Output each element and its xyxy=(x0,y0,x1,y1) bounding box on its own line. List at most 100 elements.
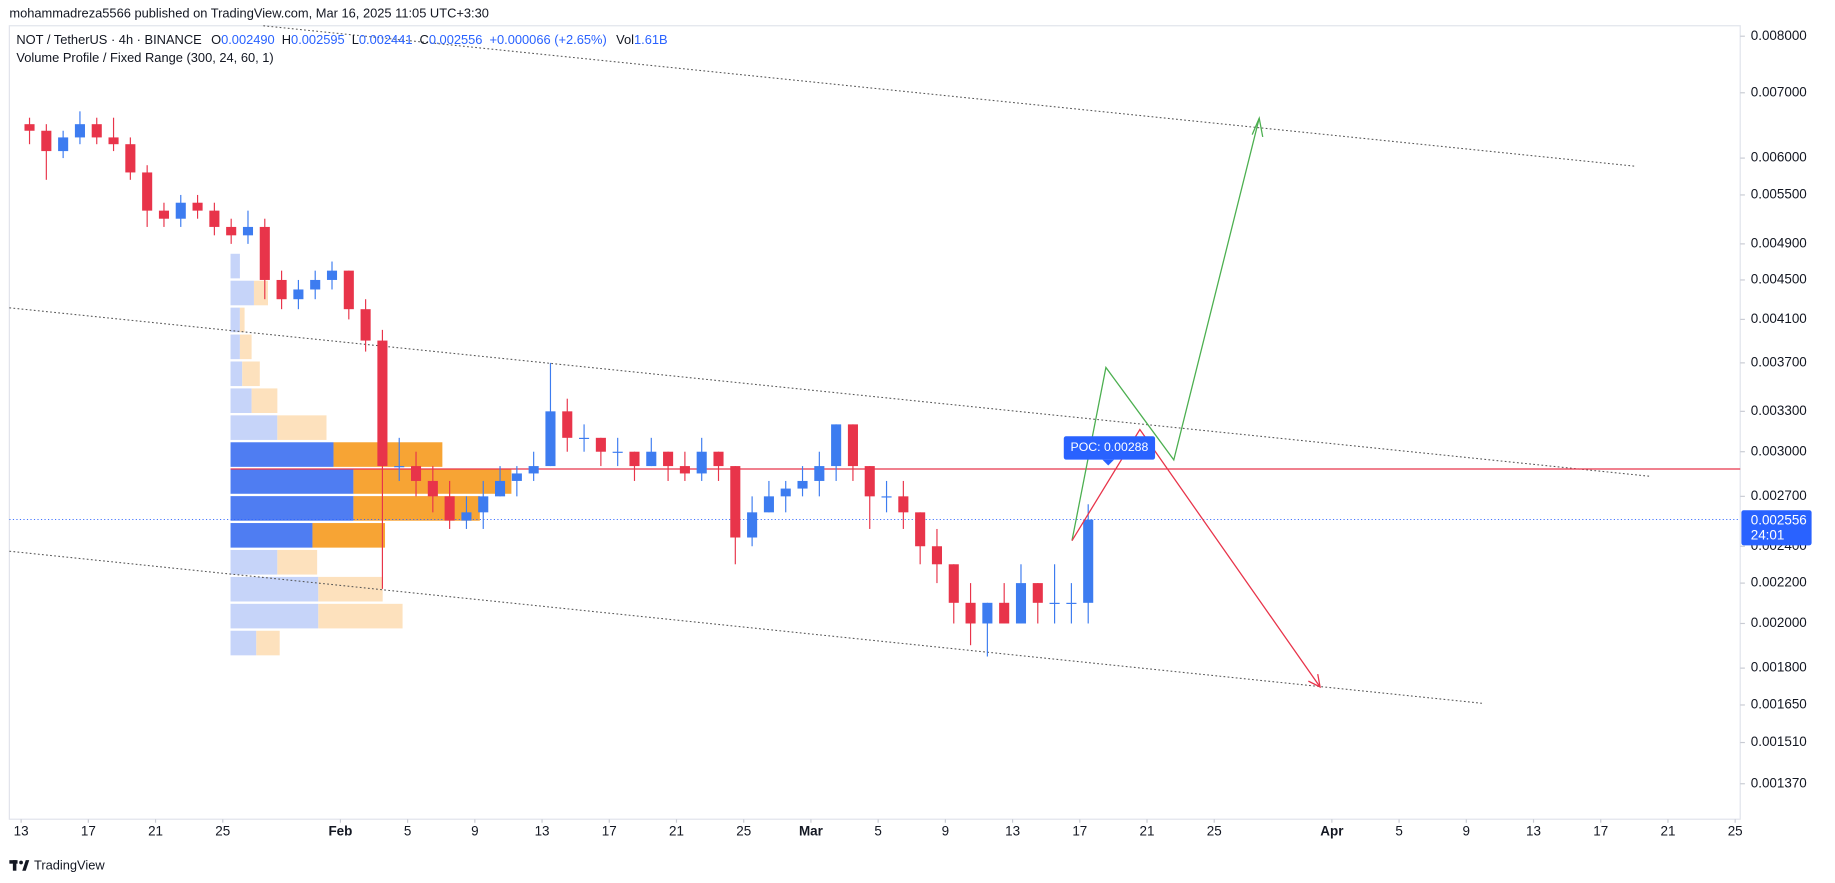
candle-body xyxy=(898,496,909,513)
ohlc-value: 0.002441 xyxy=(359,32,413,47)
publisher-line: mohammadreza5566 published on TradingVie… xyxy=(9,5,489,20)
profile-down xyxy=(318,576,383,602)
y-tick-label: 0.008000 xyxy=(1751,28,1807,43)
profile-down xyxy=(239,334,252,360)
x-tick-label: 17 xyxy=(81,824,96,839)
y-tick-label: 0.004100 xyxy=(1751,311,1807,326)
candle-body xyxy=(495,480,506,497)
profile-up xyxy=(230,388,252,414)
profile-up xyxy=(230,576,319,602)
candle-body xyxy=(58,137,69,152)
ohlc-value: 0.002595 xyxy=(291,32,345,47)
candle-body xyxy=(293,289,304,300)
candle-body xyxy=(427,480,438,497)
profile-up xyxy=(230,469,354,494)
candle-body xyxy=(410,466,422,481)
price-lines xyxy=(9,468,1741,521)
candle-body xyxy=(629,451,640,467)
arrow-head xyxy=(1251,116,1264,138)
candle-body xyxy=(310,279,321,290)
profile-down xyxy=(253,280,268,306)
y-tick-label: 0.007000 xyxy=(1751,84,1807,99)
x-tick-label: 17 xyxy=(1593,824,1608,839)
x-tick-label: 17 xyxy=(1072,824,1087,839)
candle-body xyxy=(259,226,270,280)
x-tick-label: 9 xyxy=(471,824,478,839)
x-tick-label: Apr xyxy=(1320,824,1344,839)
candle-body xyxy=(797,480,808,489)
candle-body xyxy=(915,512,926,547)
x-tick-label: 21 xyxy=(148,824,163,839)
x-tick-label: 9 xyxy=(1463,824,1470,839)
profile-up xyxy=(230,334,240,360)
x-tick-label: 13 xyxy=(1005,824,1020,839)
candle-body xyxy=(1083,519,1094,603)
footer-brand: TradingView xyxy=(34,857,105,872)
candle-body xyxy=(831,424,842,467)
arrow-head xyxy=(1308,673,1321,689)
profile-down xyxy=(277,549,318,575)
x-tick-label: 17 xyxy=(602,824,617,839)
candle-body xyxy=(847,424,858,467)
candles xyxy=(24,111,1094,657)
candle-body xyxy=(595,437,606,452)
x-tick-label: 21 xyxy=(669,824,684,839)
y-tick-label: 0.001510 xyxy=(1751,734,1807,749)
candle-body xyxy=(579,437,590,439)
candle-body xyxy=(881,496,892,498)
profile-up xyxy=(230,307,240,333)
candle-body xyxy=(1032,583,1043,603)
x-tick-label: 5 xyxy=(1395,824,1402,839)
candle-body xyxy=(713,451,724,467)
candle-body xyxy=(444,496,455,521)
footer-logo xyxy=(9,860,30,871)
x-tick-label: 25 xyxy=(215,824,230,839)
ohlc-key: L xyxy=(352,32,359,47)
candle-body xyxy=(91,124,102,138)
legend-line: NOT / TetherUS · 4h · BINANCE O0.002490 H0… xyxy=(16,32,667,47)
ohlc-value: 0.002490 xyxy=(221,32,275,47)
poc-badge xyxy=(1063,436,1156,460)
x-tick-label: Mar xyxy=(799,824,824,839)
x-tick-label: 5 xyxy=(874,824,881,839)
candle-body xyxy=(965,602,976,624)
poc-label: POC: 0.00288 xyxy=(1071,440,1149,454)
profile-up xyxy=(230,603,319,629)
candle-body xyxy=(1066,602,1077,604)
x-tick-label: 21 xyxy=(1140,824,1155,839)
indicator-label: Volume Profile / Fixed Range (300, 24, 6… xyxy=(16,50,273,65)
candle-body xyxy=(108,137,119,145)
candle-body xyxy=(511,473,522,481)
candle-body xyxy=(747,512,758,538)
candle-body xyxy=(175,202,186,219)
x-tick-label: 9 xyxy=(942,824,949,839)
candle-body xyxy=(209,210,220,227)
profile-up xyxy=(230,496,354,521)
candle-body xyxy=(814,466,825,481)
profile-down xyxy=(239,307,245,333)
candle-body xyxy=(679,466,690,474)
vol-key: Vol xyxy=(616,32,634,47)
profile-layer xyxy=(230,253,512,656)
candle-body xyxy=(74,124,85,138)
x-tick-label: 13 xyxy=(14,824,29,839)
candle-body xyxy=(780,488,791,497)
profile-down xyxy=(353,496,480,521)
x-tick-label: 5 xyxy=(404,824,411,839)
profile-up xyxy=(230,523,313,548)
candle-body xyxy=(192,202,203,211)
profile-up xyxy=(230,442,334,467)
profile-up xyxy=(230,280,254,306)
candle-body xyxy=(158,210,170,219)
candle-body xyxy=(360,309,371,341)
channel-middle xyxy=(9,307,1651,477)
ohlc-key: O xyxy=(211,32,221,47)
countdown-label: 24:01 xyxy=(1751,527,1785,542)
trendlines xyxy=(9,25,1651,704)
profile-up xyxy=(230,630,257,656)
candle-body xyxy=(394,466,405,468)
profile-down xyxy=(312,523,386,548)
candle-body xyxy=(931,546,943,565)
